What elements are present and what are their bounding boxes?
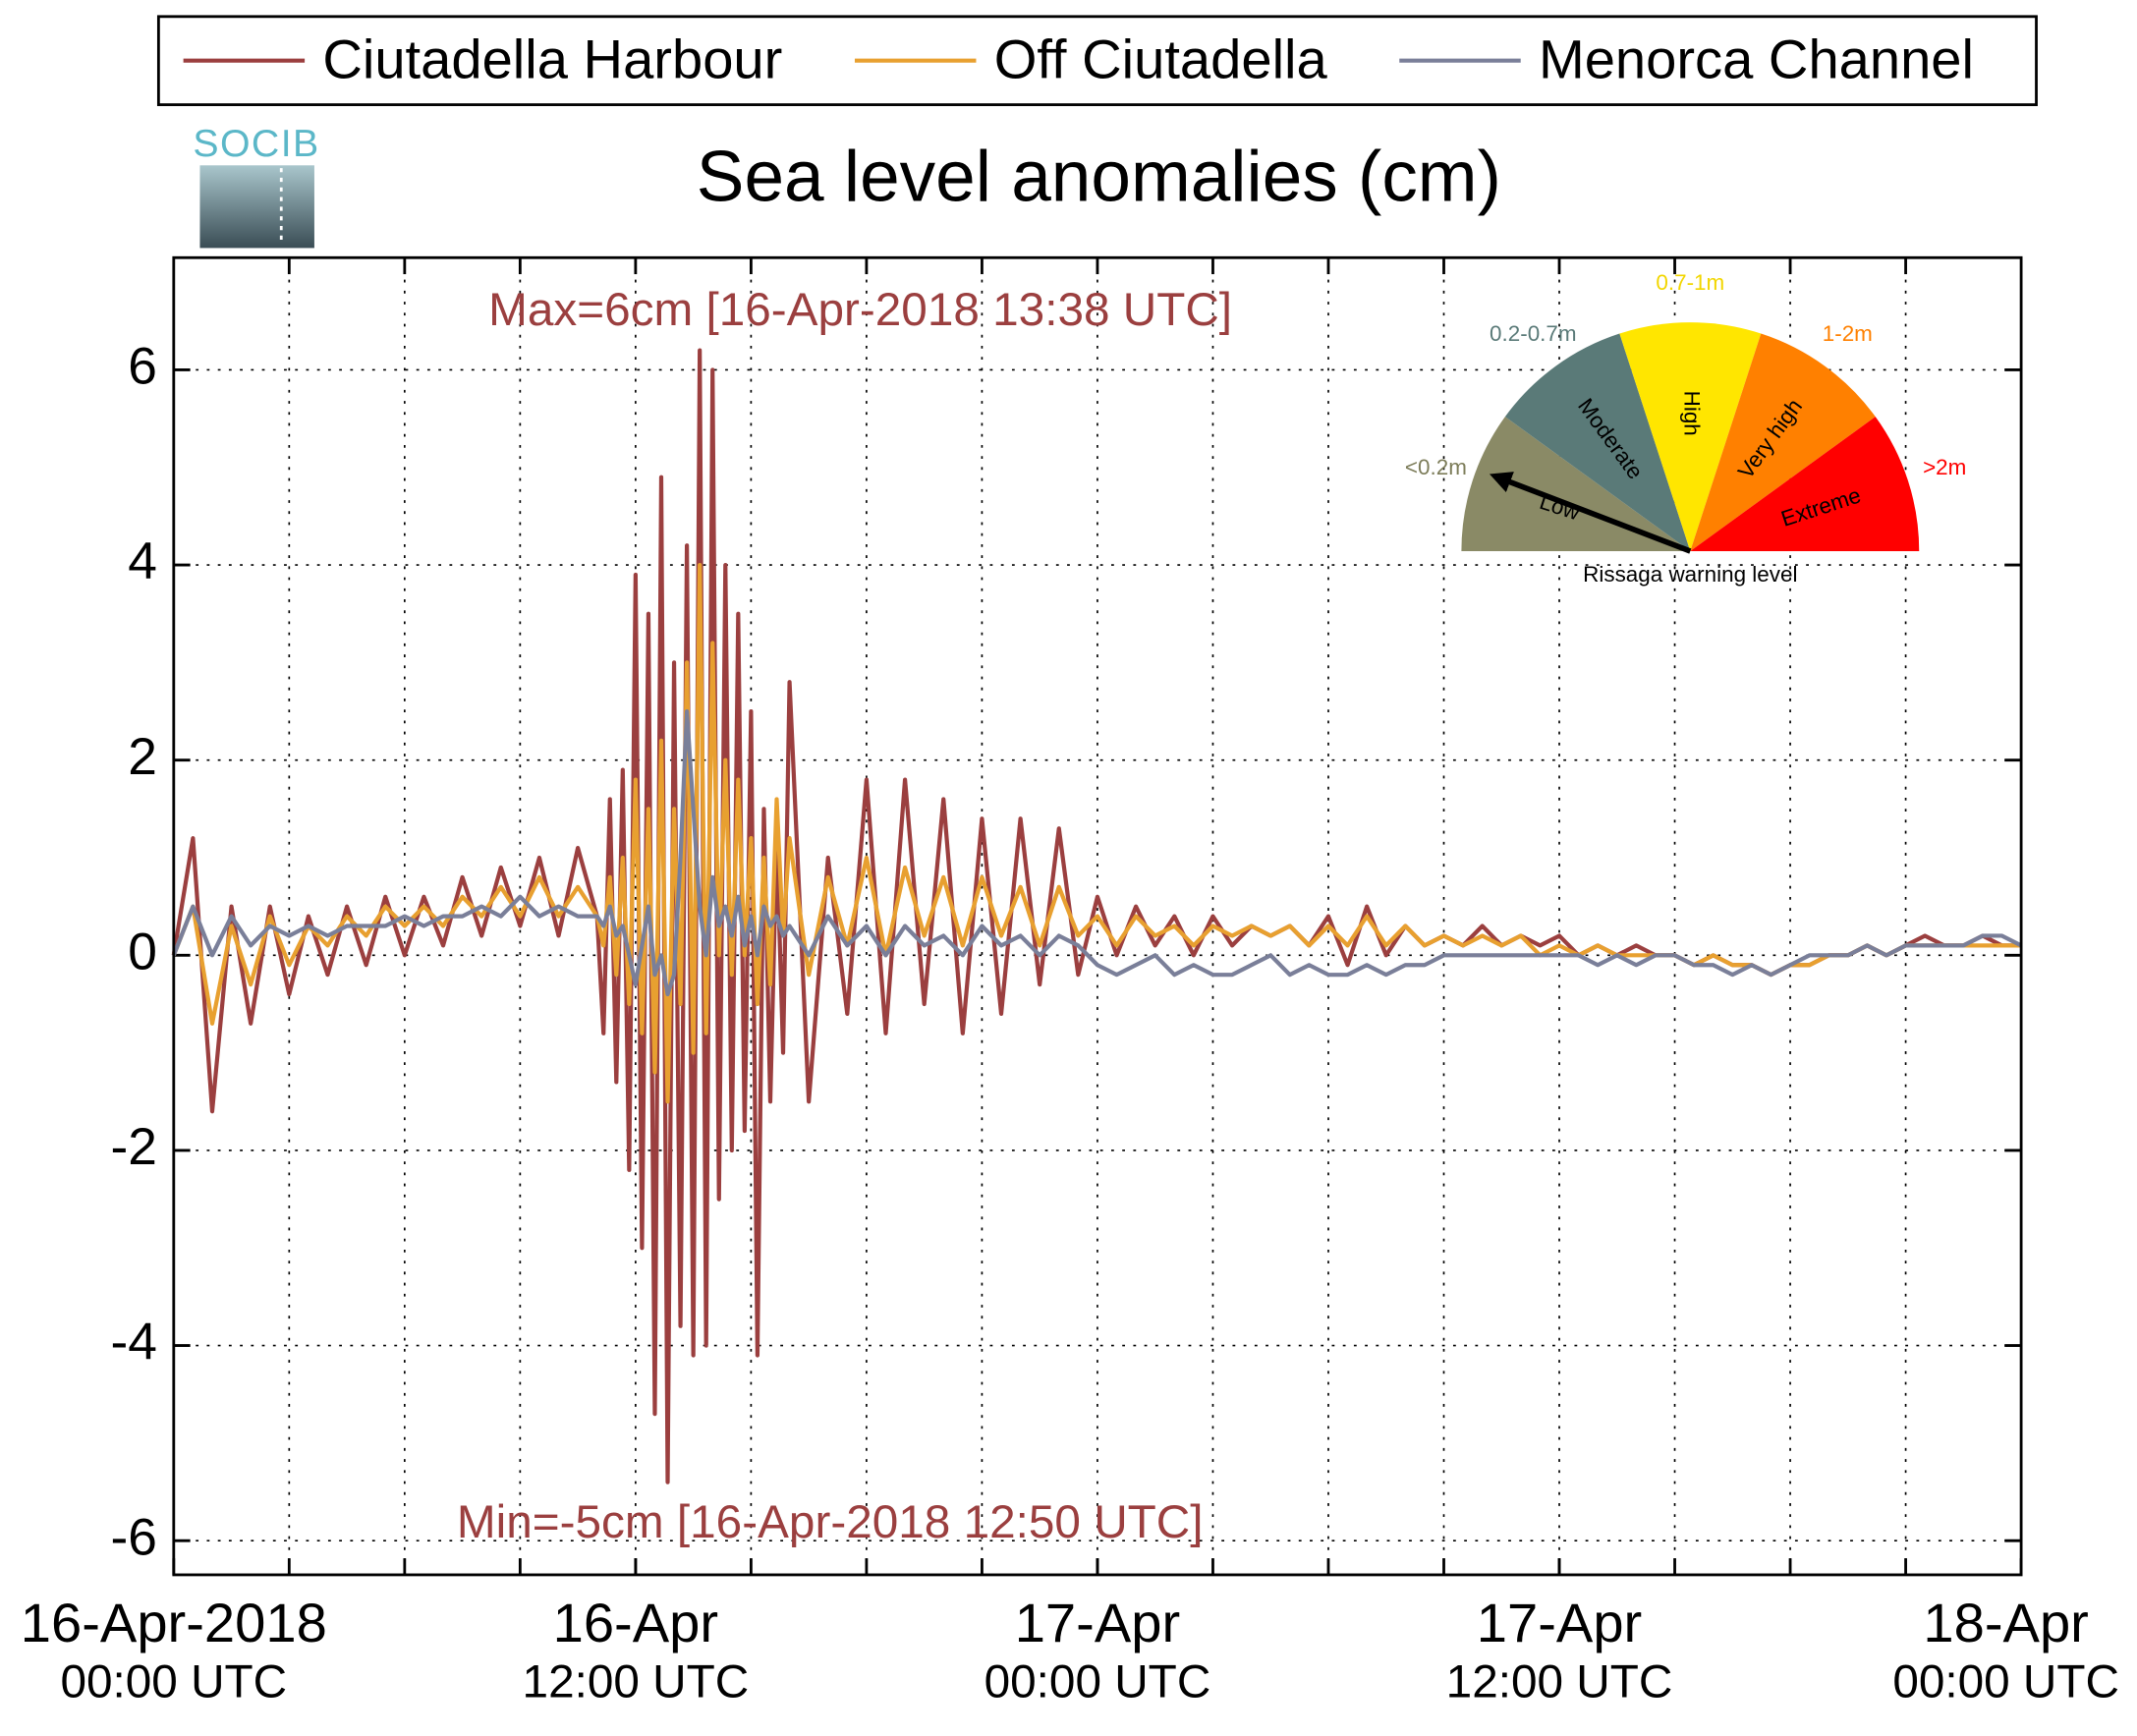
plot-frame — [172, 255, 2023, 1577]
gauge-sector — [1690, 417, 1920, 551]
gauge-sector — [1690, 333, 1876, 551]
series-line — [171, 562, 2022, 1104]
legend-label: Ciutadella Harbour — [322, 28, 782, 89]
y-tick-label: 2 — [128, 728, 157, 786]
x-tick-label: 16-Apr-2018 — [21, 1592, 327, 1653]
series-line — [171, 708, 2023, 997]
gauge-range: 0.7-1m — [1656, 270, 1724, 295]
gauge-sector — [1504, 333, 1691, 551]
gauge-label: Rissaga warning level — [1583, 562, 1797, 587]
y-tick-label: -4 — [111, 1314, 157, 1372]
logo-mark — [199, 165, 314, 249]
series-line — [171, 348, 2022, 1484]
gauge-range: >2m — [1923, 455, 1966, 479]
legend-box — [156, 15, 2038, 106]
x-tick-label: 17-Apr — [1477, 1592, 1642, 1653]
x-tick-label: 18-Apr — [1923, 1592, 2088, 1653]
gauge-sector — [1461, 417, 1691, 551]
logo-text: SOCIB — [193, 122, 319, 165]
chart-body: SOCIB Sea level anomalies (cm) Low<0.2m M… — [21, 15, 2119, 1708]
y-tick-label: 6 — [128, 338, 157, 396]
x-tick-label: 17-Apr — [1015, 1592, 1180, 1653]
legend-label: Off Ciutadella — [994, 28, 1328, 89]
x-tick-sublabel: 00:00 UTC — [60, 1656, 287, 1708]
x-tick-label: 16-Apr — [553, 1592, 718, 1653]
gauge-range: 1-2m — [1823, 321, 1873, 346]
gauge-sector — [1619, 322, 1762, 551]
y-tick-label: -6 — [111, 1508, 157, 1566]
gauge-needle — [1489, 472, 1692, 554]
min-annotation: Min=-5cm [16-Apr-2018 12:50 UTC] — [457, 1496, 1204, 1548]
x-tick-sublabel: 12:00 UTC — [523, 1656, 750, 1708]
gauge-range: <0.2m — [1405, 455, 1467, 479]
max-annotation: Max=6cm [16-Apr-2018 13:38 UTC] — [488, 284, 1232, 336]
gauge-level-name: High — [1679, 391, 1704, 436]
x-tick-sublabel: 12:00 UTC — [1446, 1656, 1673, 1708]
y-tick-label: -2 — [111, 1118, 157, 1176]
y-tick-label: 4 — [128, 532, 157, 590]
chart-title: Sea level anomalies (cm) — [697, 137, 1501, 216]
legend-label: Menorca Channel — [1539, 28, 1974, 89]
x-tick-sublabel: 00:00 UTC — [984, 1656, 1211, 1708]
series-lines — [171, 348, 2023, 1484]
x-tick-sublabel: 00:00 UTC — [1892, 1656, 2119, 1708]
grid — [172, 257, 2023, 1575]
gauge-range: 0.2-0.7m — [1490, 321, 1577, 346]
y-tick-label: 0 — [128, 923, 157, 980]
